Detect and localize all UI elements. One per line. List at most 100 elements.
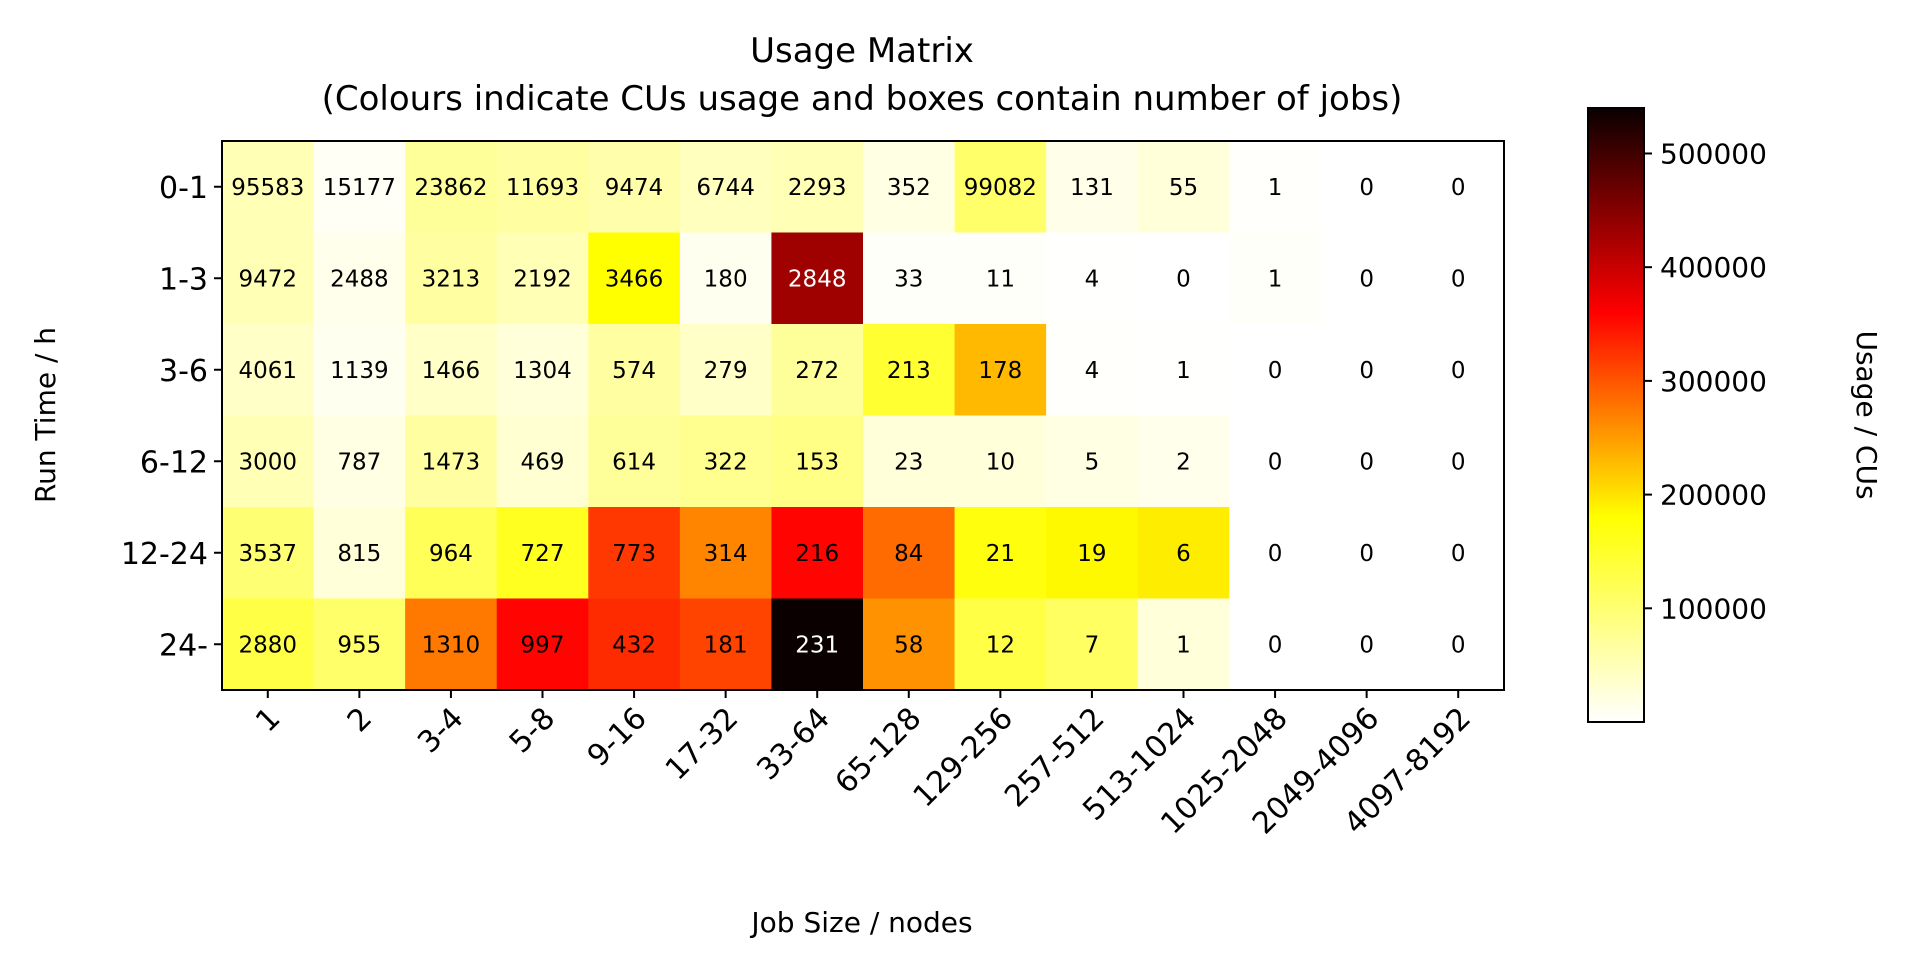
cell-job-count: 180 (704, 266, 748, 292)
heatmap-cell (863, 232, 956, 325)
heatmap-cell (1320, 507, 1414, 600)
heatmap-cell (496, 598, 589, 691)
heatmap-cell (679, 141, 773, 234)
cell-job-count: 178 (978, 358, 1022, 384)
heatmap-cell (588, 232, 681, 325)
heatmap-cell (954, 141, 1047, 234)
y-tick-label: 6-12 (140, 445, 208, 480)
cell-job-count: 0 (1451, 175, 1466, 201)
heatmap-cell (1229, 324, 1322, 417)
heatmap-cell (1320, 324, 1414, 417)
heatmap-cell (405, 141, 498, 234)
heatmap-cell (954, 232, 1047, 325)
heatmap-cell (1320, 598, 1414, 691)
heatmap-cell (1320, 415, 1414, 508)
cell-job-count: 84 (894, 541, 923, 567)
cell-job-count: 469 (521, 449, 565, 475)
cell-job-count: 9472 (239, 266, 298, 292)
cell-job-count: 0 (1451, 266, 1466, 292)
x-axis-label: Job Size / nodes (749, 906, 972, 939)
cell-job-count: 3537 (239, 541, 298, 567)
heatmap-cell (588, 415, 681, 508)
cell-job-count: 55 (1169, 175, 1198, 201)
heatmap-cell (863, 141, 956, 234)
cell-job-count: 0 (1359, 632, 1374, 658)
cell-job-count: 9474 (605, 175, 664, 201)
x-tick-label: 5-8 (503, 701, 562, 760)
cell-job-count: 15177 (323, 175, 396, 201)
x-tick-label: 17-32 (659, 701, 745, 787)
x-tick-label: 33-64 (750, 701, 836, 787)
heatmap-cell (1137, 141, 1230, 234)
cell-job-count: 1 (1268, 266, 1283, 292)
heatmap-cell (496, 415, 589, 508)
heatmap-cell (313, 232, 406, 325)
cell-job-count: 0 (1268, 632, 1283, 658)
heatmap-cell (1229, 141, 1322, 234)
heatmap-cell (588, 507, 681, 600)
cell-job-count: 614 (612, 449, 656, 475)
cell-job-count: 1 (1176, 632, 1191, 658)
heatmap-cell (771, 598, 864, 691)
y-tick-label: 24- (159, 628, 208, 663)
heatmap-cell (1137, 415, 1230, 508)
cell-job-count: 1139 (330, 358, 389, 384)
heatmap-cell (679, 507, 773, 600)
heatmap-cell (222, 415, 315, 508)
cell-job-count: 0 (1359, 358, 1374, 384)
heatmap-cell (1046, 324, 1139, 417)
x-tick-label: 2 (341, 701, 379, 739)
heatmap-cell (771, 507, 864, 600)
colorbar-ticks: 100000 200000 300000 400000 500000 (1644, 137, 1767, 625)
cell-job-count: 3000 (239, 449, 298, 475)
heatmap-cell (1412, 324, 1505, 417)
cell-job-count: 0 (1359, 266, 1374, 292)
cell-job-count: 4 (1085, 266, 1100, 292)
heatmap-cell (679, 598, 773, 691)
heatmap-cell (1320, 232, 1414, 325)
x-tick-label: 129-256 (907, 701, 1020, 814)
colorbar-tick-label: 100000 (1660, 592, 1767, 625)
heatmap-cell (222, 507, 315, 600)
heatmap-cell (771, 324, 864, 417)
cell-job-count: 2192 (513, 266, 572, 292)
heatmap-cell (954, 415, 1047, 508)
cell-job-count: 5 (1085, 449, 1100, 475)
heatmap-cell (313, 598, 406, 691)
cell-job-count: 314 (704, 541, 748, 567)
x-tick-label: 3-4 (411, 701, 470, 760)
cell-job-count: 131 (1070, 175, 1114, 201)
heatmap-cell (863, 598, 956, 691)
heatmap-cell (1137, 507, 1230, 600)
cell-job-count: 11693 (506, 175, 579, 201)
cell-job-count: 272 (795, 358, 839, 384)
cell-job-count: 0 (1451, 449, 1466, 475)
heatmap-cell (1412, 507, 1505, 600)
cell-job-count: 727 (521, 541, 565, 567)
chart-title-line-1: Usage Matrix (750, 31, 974, 71)
cell-job-count: 0 (1176, 266, 1191, 292)
cell-job-count: 181 (704, 632, 748, 658)
heatmap-cell (1412, 415, 1505, 508)
cell-job-count: 0 (1451, 541, 1466, 567)
cell-job-count: 2848 (788, 266, 847, 292)
heatmap-cell (405, 232, 498, 325)
heatmap-cell (496, 507, 589, 600)
heatmap-cell (496, 232, 589, 325)
cell-job-count: 2488 (330, 266, 389, 292)
heatmap-cell (1046, 141, 1139, 234)
cell-job-count: 2880 (239, 632, 298, 658)
heatmap-cell (1412, 598, 1505, 691)
heatmap-cell (1046, 415, 1139, 508)
heatmap-cell (679, 415, 773, 508)
heatmap-cell (771, 232, 864, 325)
heatmap-cell (863, 415, 956, 508)
cell-job-count: 21 (986, 541, 1015, 567)
cell-job-count: 4061 (239, 358, 298, 384)
cell-job-count: 2 (1176, 449, 1191, 475)
cell-job-count: 997 (521, 632, 565, 658)
cell-job-count: 19 (1077, 541, 1106, 567)
cell-job-count: 1473 (422, 449, 481, 475)
heatmap-cell (405, 507, 498, 600)
